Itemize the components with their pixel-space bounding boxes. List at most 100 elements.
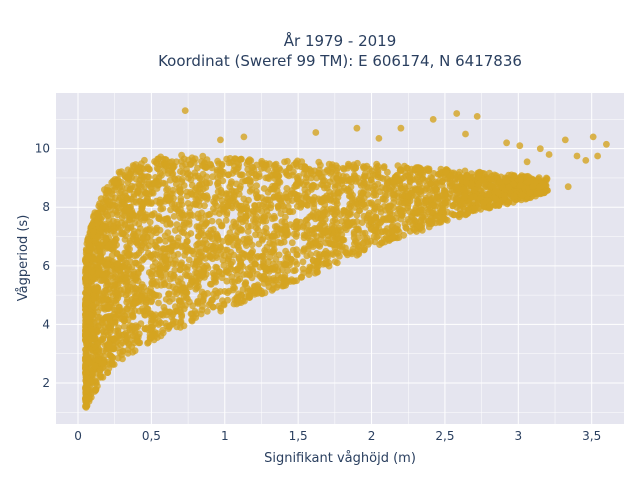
data-point	[82, 275, 89, 283]
data-point	[188, 316, 196, 324]
data-point	[235, 253, 243, 261]
data-point	[155, 165, 162, 173]
data-point	[402, 224, 410, 231]
data-point	[269, 236, 277, 243]
data-point	[90, 302, 97, 310]
data-point	[386, 207, 394, 215]
data-point	[313, 233, 320, 240]
data-point	[138, 202, 146, 210]
data-point	[141, 156, 148, 164]
data-point	[178, 313, 186, 320]
data-point	[132, 198, 140, 206]
data-point	[253, 182, 260, 190]
data-point	[170, 251, 178, 259]
data-point	[172, 205, 180, 213]
outlier-point	[561, 136, 569, 144]
data-point	[104, 331, 112, 339]
data-point	[144, 173, 151, 180]
data-point	[127, 185, 134, 193]
data-point	[149, 267, 156, 275]
data-point	[188, 310, 196, 318]
data-point	[182, 293, 190, 301]
data-point	[476, 169, 484, 177]
data-point	[100, 360, 107, 368]
data-point	[486, 203, 493, 211]
data-point	[185, 220, 193, 228]
data-point	[165, 290, 172, 298]
data-point	[112, 327, 120, 335]
data-point	[166, 235, 174, 243]
data-point	[125, 251, 132, 259]
data-point	[242, 200, 250, 207]
outlier-point	[545, 151, 553, 158]
data-point	[174, 238, 182, 245]
data-point	[172, 303, 179, 311]
data-point	[339, 164, 347, 172]
data-point	[180, 211, 188, 219]
data-point	[487, 175, 495, 183]
data-point	[133, 237, 141, 245]
data-point	[144, 287, 151, 295]
data-point	[217, 206, 225, 214]
data-point	[199, 303, 206, 310]
data-point	[178, 151, 186, 159]
data-point	[200, 222, 208, 230]
data-point	[196, 185, 204, 193]
data-point	[106, 198, 113, 206]
outlier-point	[181, 107, 189, 114]
data-point	[505, 183, 513, 191]
data-point	[262, 174, 270, 182]
data-point	[293, 162, 301, 170]
data-point	[187, 176, 195, 184]
data-point	[307, 169, 315, 177]
data-point	[238, 291, 245, 299]
data-point	[108, 252, 116, 260]
data-point	[360, 239, 367, 247]
data-point	[109, 361, 117, 368]
data-point	[390, 177, 398, 185]
outlier-point	[589, 133, 597, 141]
data-point	[299, 265, 307, 273]
data-point	[325, 259, 333, 267]
data-point	[214, 188, 222, 196]
data-point	[124, 194, 131, 202]
data-point	[142, 190, 150, 197]
data-point	[126, 322, 134, 329]
data-point	[94, 313, 102, 321]
data-point	[313, 250, 320, 257]
data-point	[170, 274, 177, 282]
data-point	[130, 163, 138, 171]
data-point	[360, 181, 367, 189]
data-point	[249, 247, 256, 255]
data-point	[178, 178, 186, 186]
outlier-point	[526, 177, 534, 185]
data-point	[121, 236, 129, 243]
data-point	[162, 156, 170, 164]
data-point	[448, 179, 456, 187]
data-point	[306, 240, 314, 248]
data-point	[105, 241, 113, 249]
data-point	[450, 211, 458, 219]
data-point	[238, 155, 245, 163]
data-point	[135, 187, 142, 195]
data-point	[417, 190, 425, 198]
chart-title-line1: År 1979 - 2019	[284, 31, 397, 50]
data-point	[235, 299, 243, 306]
data-point	[190, 200, 198, 208]
data-point	[104, 212, 112, 220]
data-point	[138, 242, 146, 250]
data-point	[331, 211, 339, 219]
data-point	[214, 180, 221, 188]
data-point	[290, 267, 298, 275]
data-point	[208, 164, 216, 172]
data-point	[358, 202, 366, 210]
data-point	[228, 273, 236, 281]
data-point	[327, 196, 334, 204]
data-point	[122, 335, 130, 343]
data-point	[124, 295, 131, 303]
data-point	[293, 251, 301, 258]
data-point	[124, 224, 132, 232]
data-point	[301, 164, 309, 172]
data-point	[251, 202, 259, 210]
data-point	[187, 230, 195, 237]
